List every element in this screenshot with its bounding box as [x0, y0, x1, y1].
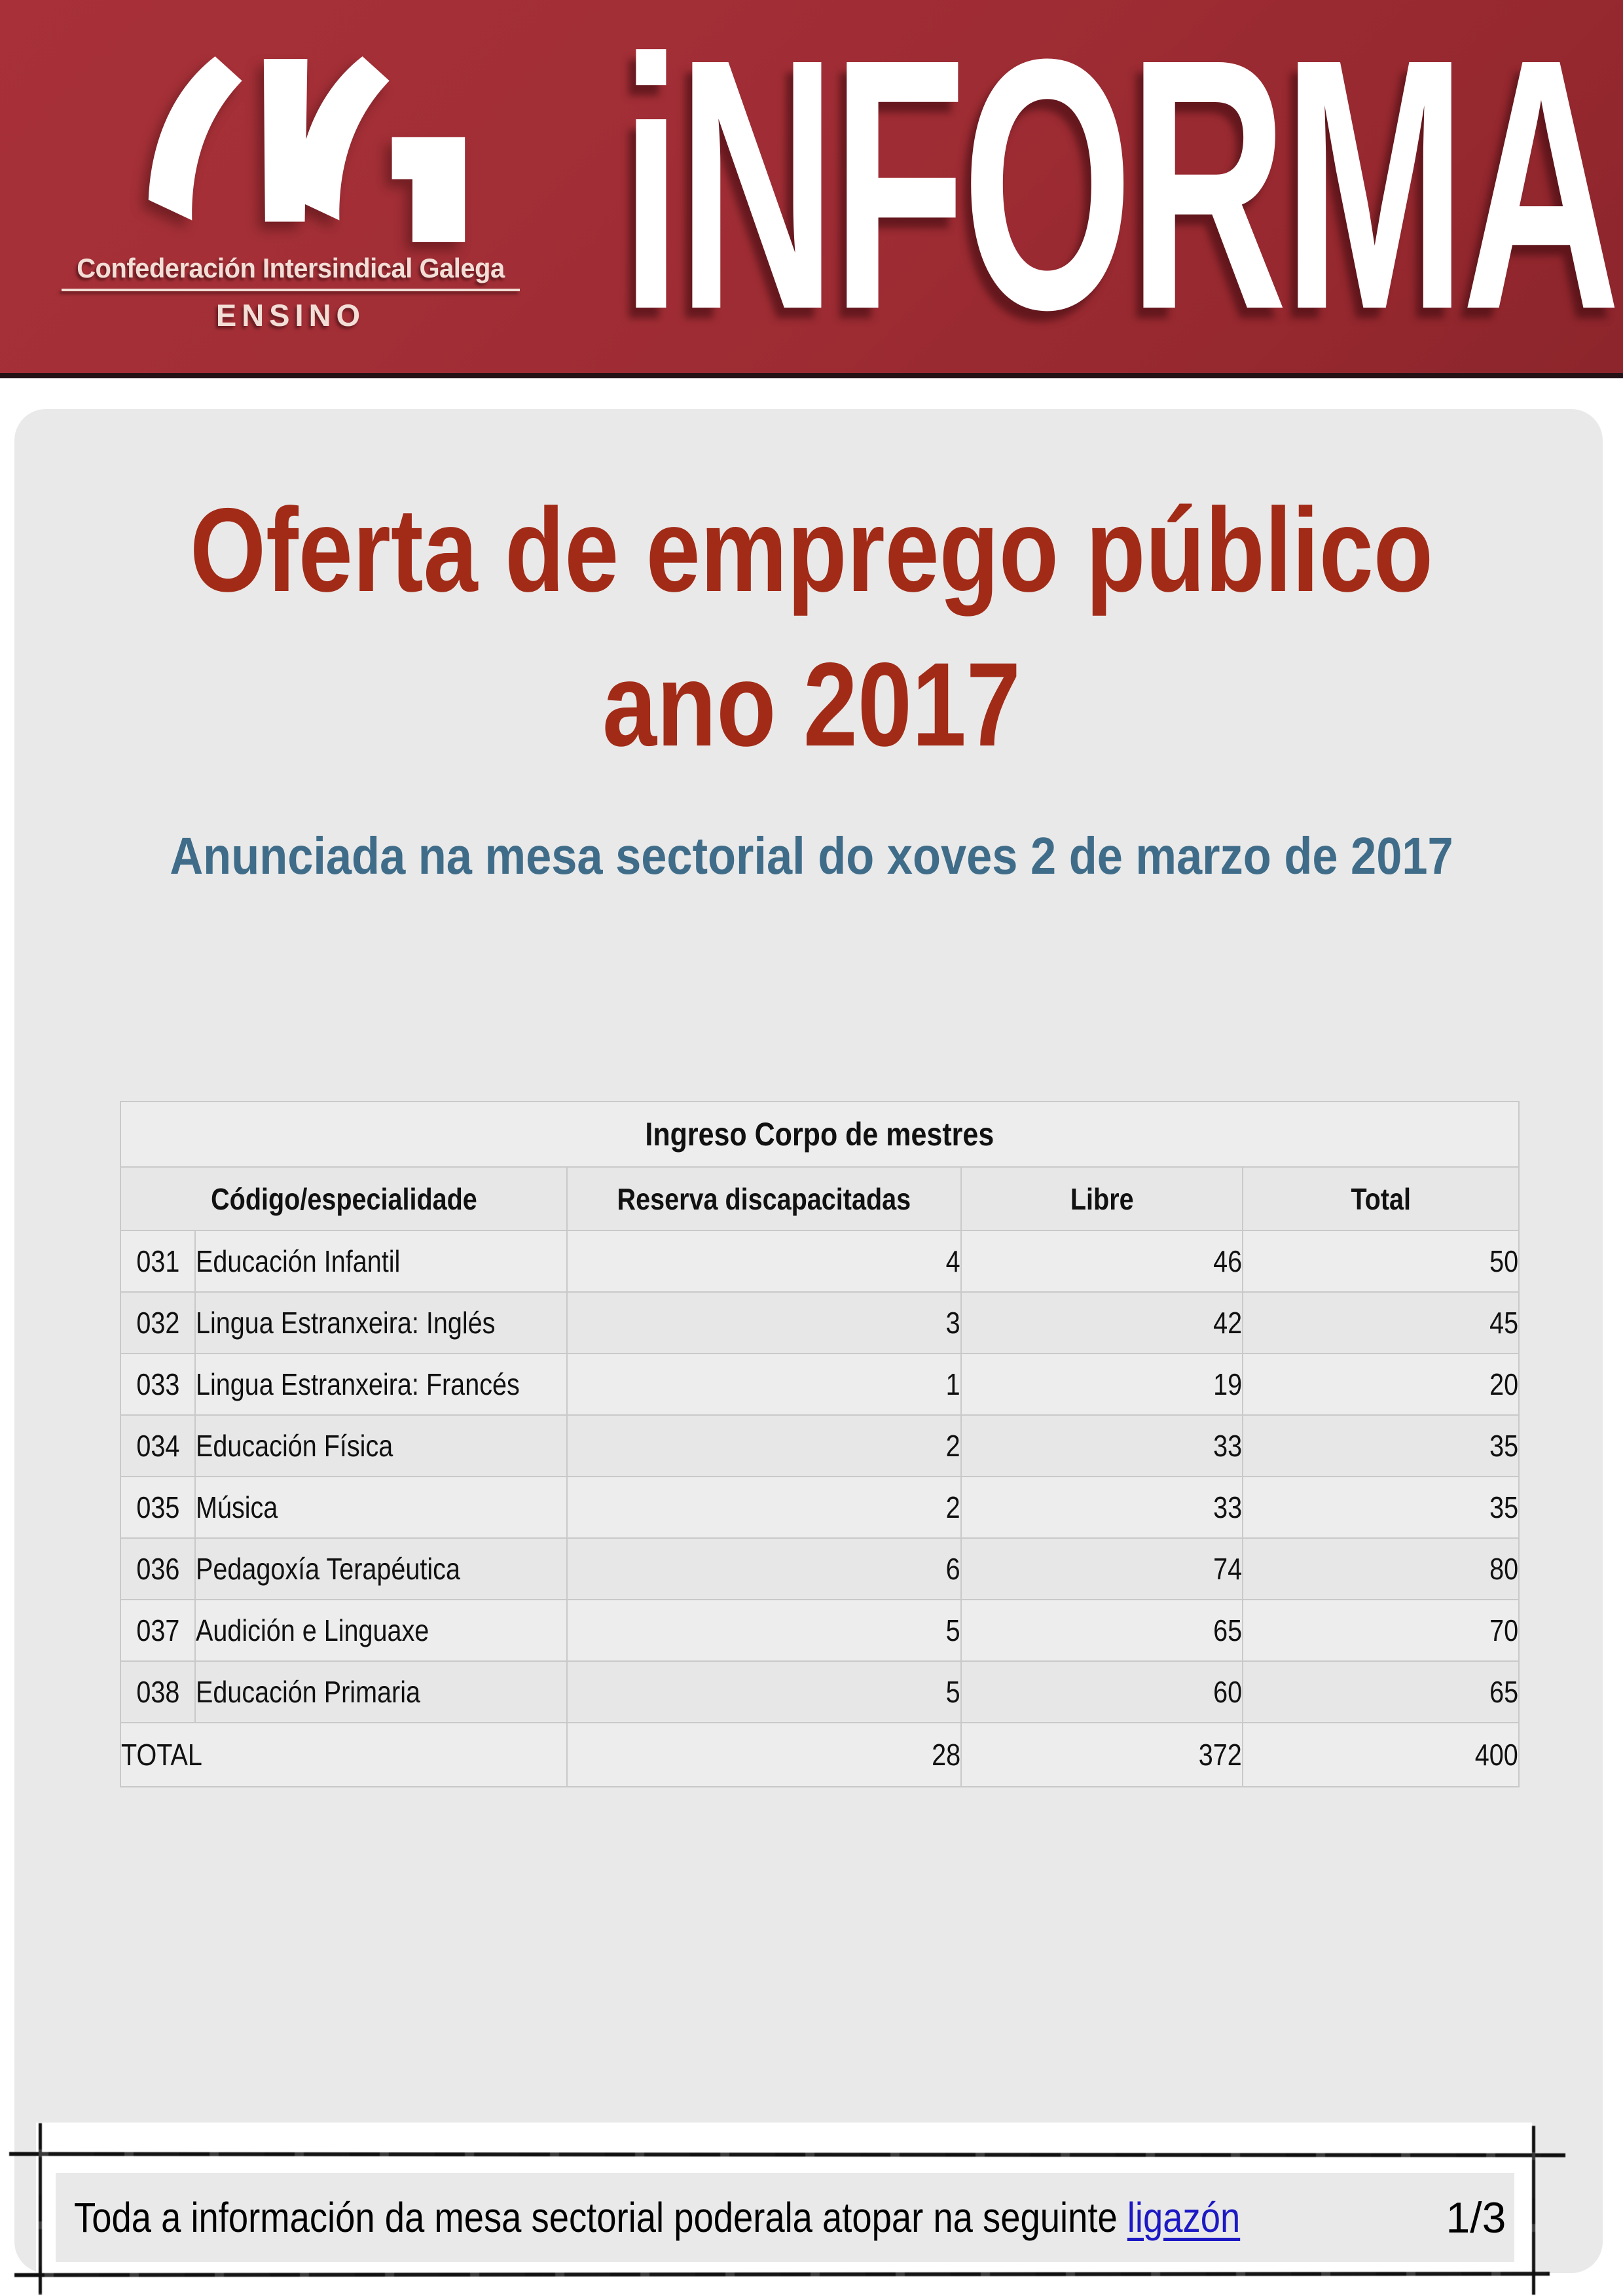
- table-row: 037 Audición e Linguaxe 5 65 70: [120, 1599, 1520, 1662]
- row-total: 45: [1241, 1291, 1520, 1354]
- row-specialty: Educación Infantil: [194, 1230, 568, 1293]
- doc-subtitle: Anunciada na mesa sectorial do xoves 2 d…: [170, 827, 1453, 885]
- positions-table: Ingreso Corpo de mestres Código/especial…: [119, 1101, 1520, 1787]
- row-specialty: Audición e Linguaxe: [194, 1599, 568, 1662]
- table-row: 031 Educación Infantil 4 46 50: [120, 1230, 1520, 1293]
- logo-org-name: Confederación Intersindical Galega: [77, 253, 505, 283]
- table-row: 033 Lingua Estranxeira: Francés 1 19 20: [120, 1353, 1520, 1416]
- row-reserva: 5: [566, 1660, 962, 1723]
- row-code: 032: [120, 1291, 196, 1354]
- cig-logo-block: Confederación Intersindical Galega ENSIN…: [58, 52, 524, 333]
- row-code: 033: [120, 1353, 196, 1416]
- row-reserva: 5: [566, 1599, 962, 1662]
- row-code: 036: [120, 1537, 196, 1600]
- table-header-row: Código/especialidade Reserva discapacita…: [120, 1166, 1520, 1231]
- row-total: 35: [1241, 1476, 1520, 1539]
- table-total-row: TOTAL 28 372 400: [120, 1722, 1520, 1787]
- row-specialty: Educación Primaria: [194, 1660, 568, 1723]
- row-reserva: 2: [566, 1414, 962, 1477]
- table-title: Ingreso Corpo de mestres: [119, 1101, 1520, 1168]
- row-specialty: Pedagoxía Terapéutica: [194, 1537, 568, 1600]
- row-code: 035: [120, 1476, 196, 1539]
- row-total: 35: [1241, 1414, 1520, 1477]
- row-specialty: Educación Física: [194, 1414, 568, 1477]
- row-specialty: Lingua Estranxeira: Inglés: [194, 1291, 568, 1354]
- doc-title-line2: ano 2017: [602, 637, 1021, 771]
- column-header-reserva: Reserva discapacitadas: [566, 1166, 962, 1231]
- footer-text-body: Toda a información da mesa sectorial pod…: [74, 2194, 1127, 2241]
- sketch-line-left: [39, 2123, 42, 2295]
- row-libre: 65: [960, 1599, 1243, 1662]
- table-row: 032 Lingua Estranxeira: Inglés 3 42 45: [120, 1291, 1520, 1354]
- row-code: 038: [120, 1660, 196, 1723]
- row-total: 20: [1241, 1353, 1520, 1416]
- row-code: 034: [120, 1414, 196, 1477]
- row-code: 031: [120, 1230, 196, 1293]
- table-row: 036 Pedagoxía Terapéutica 6 74 80: [120, 1537, 1520, 1600]
- masthead-title: iNFORMA: [621, 0, 1620, 384]
- column-header-total: Total: [1241, 1166, 1520, 1231]
- row-libre: 74: [960, 1537, 1243, 1600]
- row-reserva: 2: [566, 1476, 962, 1539]
- row-total: 70: [1241, 1599, 1520, 1662]
- sketch-line-right: [1532, 2126, 1535, 2295]
- table-row: 034 Educación Física 2 33 35: [120, 1414, 1520, 1477]
- row-libre: 19: [960, 1353, 1243, 1416]
- total-label: TOTAL: [120, 1722, 568, 1787]
- row-libre: 33: [960, 1476, 1243, 1539]
- logo-underline: [62, 289, 520, 291]
- page-indicator: 1/3: [1446, 2193, 1506, 2242]
- total-libre: 372: [960, 1722, 1243, 1787]
- sketch-line-bottom: [14, 2271, 1550, 2278]
- table-row: 038 Educación Primaria 5 60 65: [120, 1660, 1520, 1723]
- table-row: 035 Música 2 33 35: [120, 1476, 1520, 1539]
- row-total: 80: [1241, 1537, 1520, 1600]
- row-specialty: Lingua Estranxeira: Francés: [194, 1353, 568, 1416]
- row-reserva: 3: [566, 1291, 962, 1354]
- doc-title-line1: Oferta de emprego público: [190, 483, 1433, 617]
- row-total: 65: [1241, 1660, 1520, 1723]
- footer-text: Toda a información da mesa sectorial pod…: [74, 2193, 1240, 2242]
- row-libre: 60: [960, 1660, 1243, 1723]
- column-header-libre: Libre: [960, 1166, 1243, 1231]
- row-reserva: 1: [566, 1353, 962, 1416]
- row-libre: 42: [960, 1291, 1243, 1354]
- doc-title: Oferta de emprego público ano 2017: [146, 473, 1477, 781]
- row-specialty: Música: [194, 1476, 568, 1539]
- column-header-codigo: Código/especialidade: [120, 1166, 568, 1231]
- row-libre: 33: [960, 1414, 1243, 1477]
- total-total: 400: [1241, 1722, 1520, 1787]
- total-reserva: 28: [566, 1722, 962, 1787]
- row-libre: 46: [960, 1230, 1243, 1293]
- row-total: 50: [1241, 1230, 1520, 1293]
- row-reserva: 4: [566, 1230, 962, 1293]
- logo-branch: ENSINO: [215, 298, 366, 332]
- ligazon-link[interactable]: ligazón: [1127, 2194, 1241, 2241]
- cig-logo-icon: [148, 56, 465, 242]
- row-reserva: 6: [566, 1537, 962, 1600]
- row-code: 037: [120, 1599, 196, 1662]
- footer-bar: Toda a información da mesa sectorial pod…: [56, 2173, 1514, 2262]
- masthead-banner: Confederación Intersindical Galega ENSIN…: [0, 0, 1623, 378]
